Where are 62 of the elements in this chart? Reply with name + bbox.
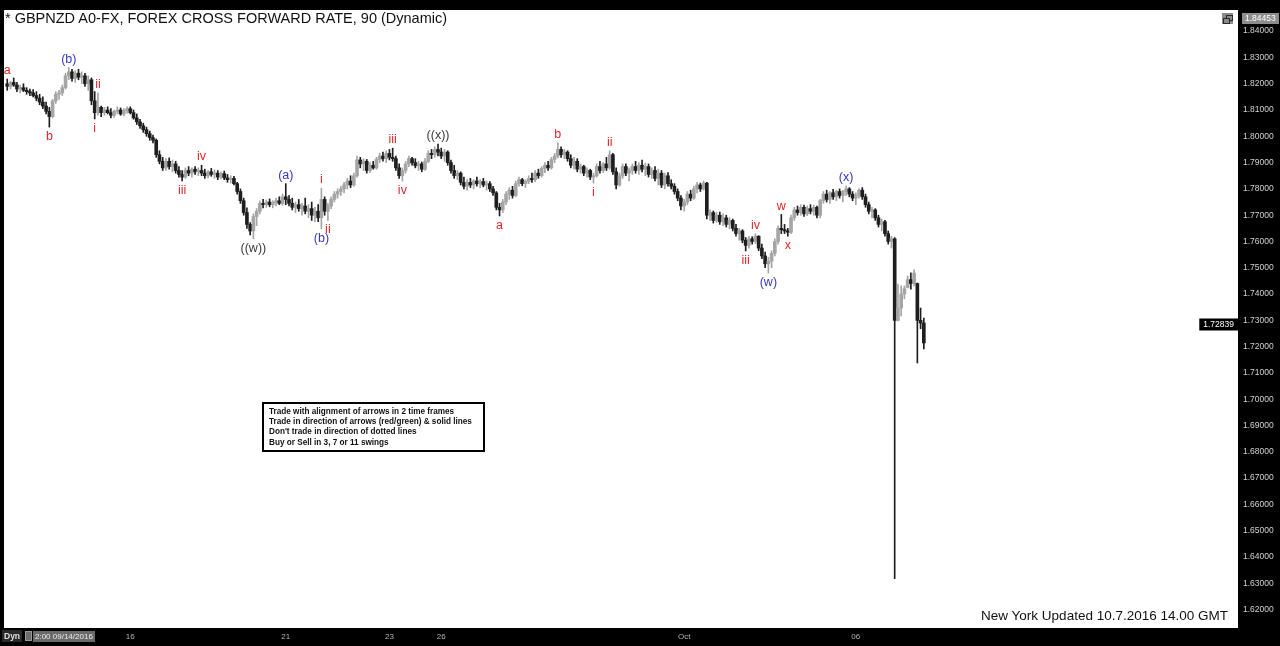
y-tick-label: 1.69000 xyxy=(1243,419,1274,430)
y-tick-label: 1.83000 xyxy=(1243,51,1274,62)
annotation: w xyxy=(775,198,787,213)
y-tick-label: 1.71000 xyxy=(1243,367,1274,378)
candlestick xyxy=(57,89,61,100)
annotation: x xyxy=(784,237,792,252)
candlestick xyxy=(261,199,265,209)
annotation: Trade with alignment of arrows in 2 time frames Trade in direction of arrows (red/green) & solid lines Don't trade in direction of dotted lines Buy or Sell in 3, 7 or 11 swings xyxy=(269,407,473,448)
annotation: b xyxy=(45,128,53,143)
annotation: b xyxy=(554,127,562,142)
annotation: (a) xyxy=(278,167,294,182)
chart-title: * GBPNZD A0-FX, FOREX CROSS FORWARD RATE, 90 (Dynamic) xyxy=(5,10,448,27)
y-tick-label: 1.73000 xyxy=(1243,314,1274,325)
date-field: 2:00 09/14/2016 xyxy=(33,631,95,642)
x-tick-label: 16 xyxy=(125,632,136,641)
y-tick-label: 1.82000 xyxy=(1243,78,1274,89)
annotation: (x) xyxy=(838,170,854,185)
y-tick-label: 1.65000 xyxy=(1243,525,1274,536)
annotation: (b) xyxy=(61,51,77,66)
y-tick-label: 1.70000 xyxy=(1243,393,1274,404)
x-tick-label: 26 xyxy=(436,632,447,641)
x-tick-label: Oct xyxy=(677,632,692,641)
y-tick-label: 1.68000 xyxy=(1243,446,1274,457)
x-tick-label: 06 xyxy=(851,632,861,641)
y-tick-label: 1.81000 xyxy=(1243,104,1274,115)
annotation: ((x)) xyxy=(426,128,450,143)
note-box: Trade with alignment of arrows in 2 time frames Trade in direction of arrows (red/green) & solid lines Don't trade in direction of dotted lines Buy or Sell in 3, 7 or 11 swings xyxy=(262,402,485,452)
y-tick-label: 1.80000 xyxy=(1243,130,1274,141)
annotation: iv xyxy=(397,182,408,197)
annotation: iii xyxy=(177,182,187,197)
y-tick-label: 1.76000 xyxy=(1243,235,1274,246)
annotation: iii xyxy=(741,252,750,267)
annotation: ii xyxy=(95,77,101,92)
y-tick-label: 1.75000 xyxy=(1243,262,1274,273)
annotation: a xyxy=(496,217,504,232)
y-tick-label: 1.78000 xyxy=(1243,183,1274,194)
annotation: (w) xyxy=(759,274,778,289)
x-tick-label: 23 xyxy=(384,632,395,641)
y-tick-label: 1.72000 xyxy=(1243,341,1274,351)
annotation: ii xyxy=(606,134,613,149)
annotation: 1.72839 xyxy=(1203,318,1235,329)
annotation: i xyxy=(320,172,323,187)
annotation: ((w)) xyxy=(240,240,267,255)
annotation: iii xyxy=(388,132,397,147)
annotation: i xyxy=(93,120,97,135)
scale-top-field: 1.84453 xyxy=(1242,13,1279,24)
y-tick-label: 1.77000 xyxy=(1243,209,1274,220)
y-tick-label: 1.74000 xyxy=(1243,288,1274,299)
y-tick-label: 1.66000 xyxy=(1243,498,1274,509)
annotation: New York Updated 10.7.2016 14.00 GMT xyxy=(981,608,1228,624)
button: Dyn xyxy=(2,630,23,642)
annotation: a xyxy=(3,63,11,78)
y-tick-label: 1.62000 xyxy=(1243,603,1274,614)
annotation: iv xyxy=(750,218,761,233)
y-tick-label: 1.84000 xyxy=(1243,25,1274,36)
annotation: iv xyxy=(197,149,207,164)
x-tick-label: 21 xyxy=(281,632,291,641)
y-tick-label: 1.79000 xyxy=(1243,156,1274,167)
y-tick-label: 1.64000 xyxy=(1243,551,1274,562)
y-tick-label: 1.67000 xyxy=(1243,472,1274,483)
y-tick-label: 1.63000 xyxy=(1243,577,1274,588)
annotation: i xyxy=(592,184,595,199)
